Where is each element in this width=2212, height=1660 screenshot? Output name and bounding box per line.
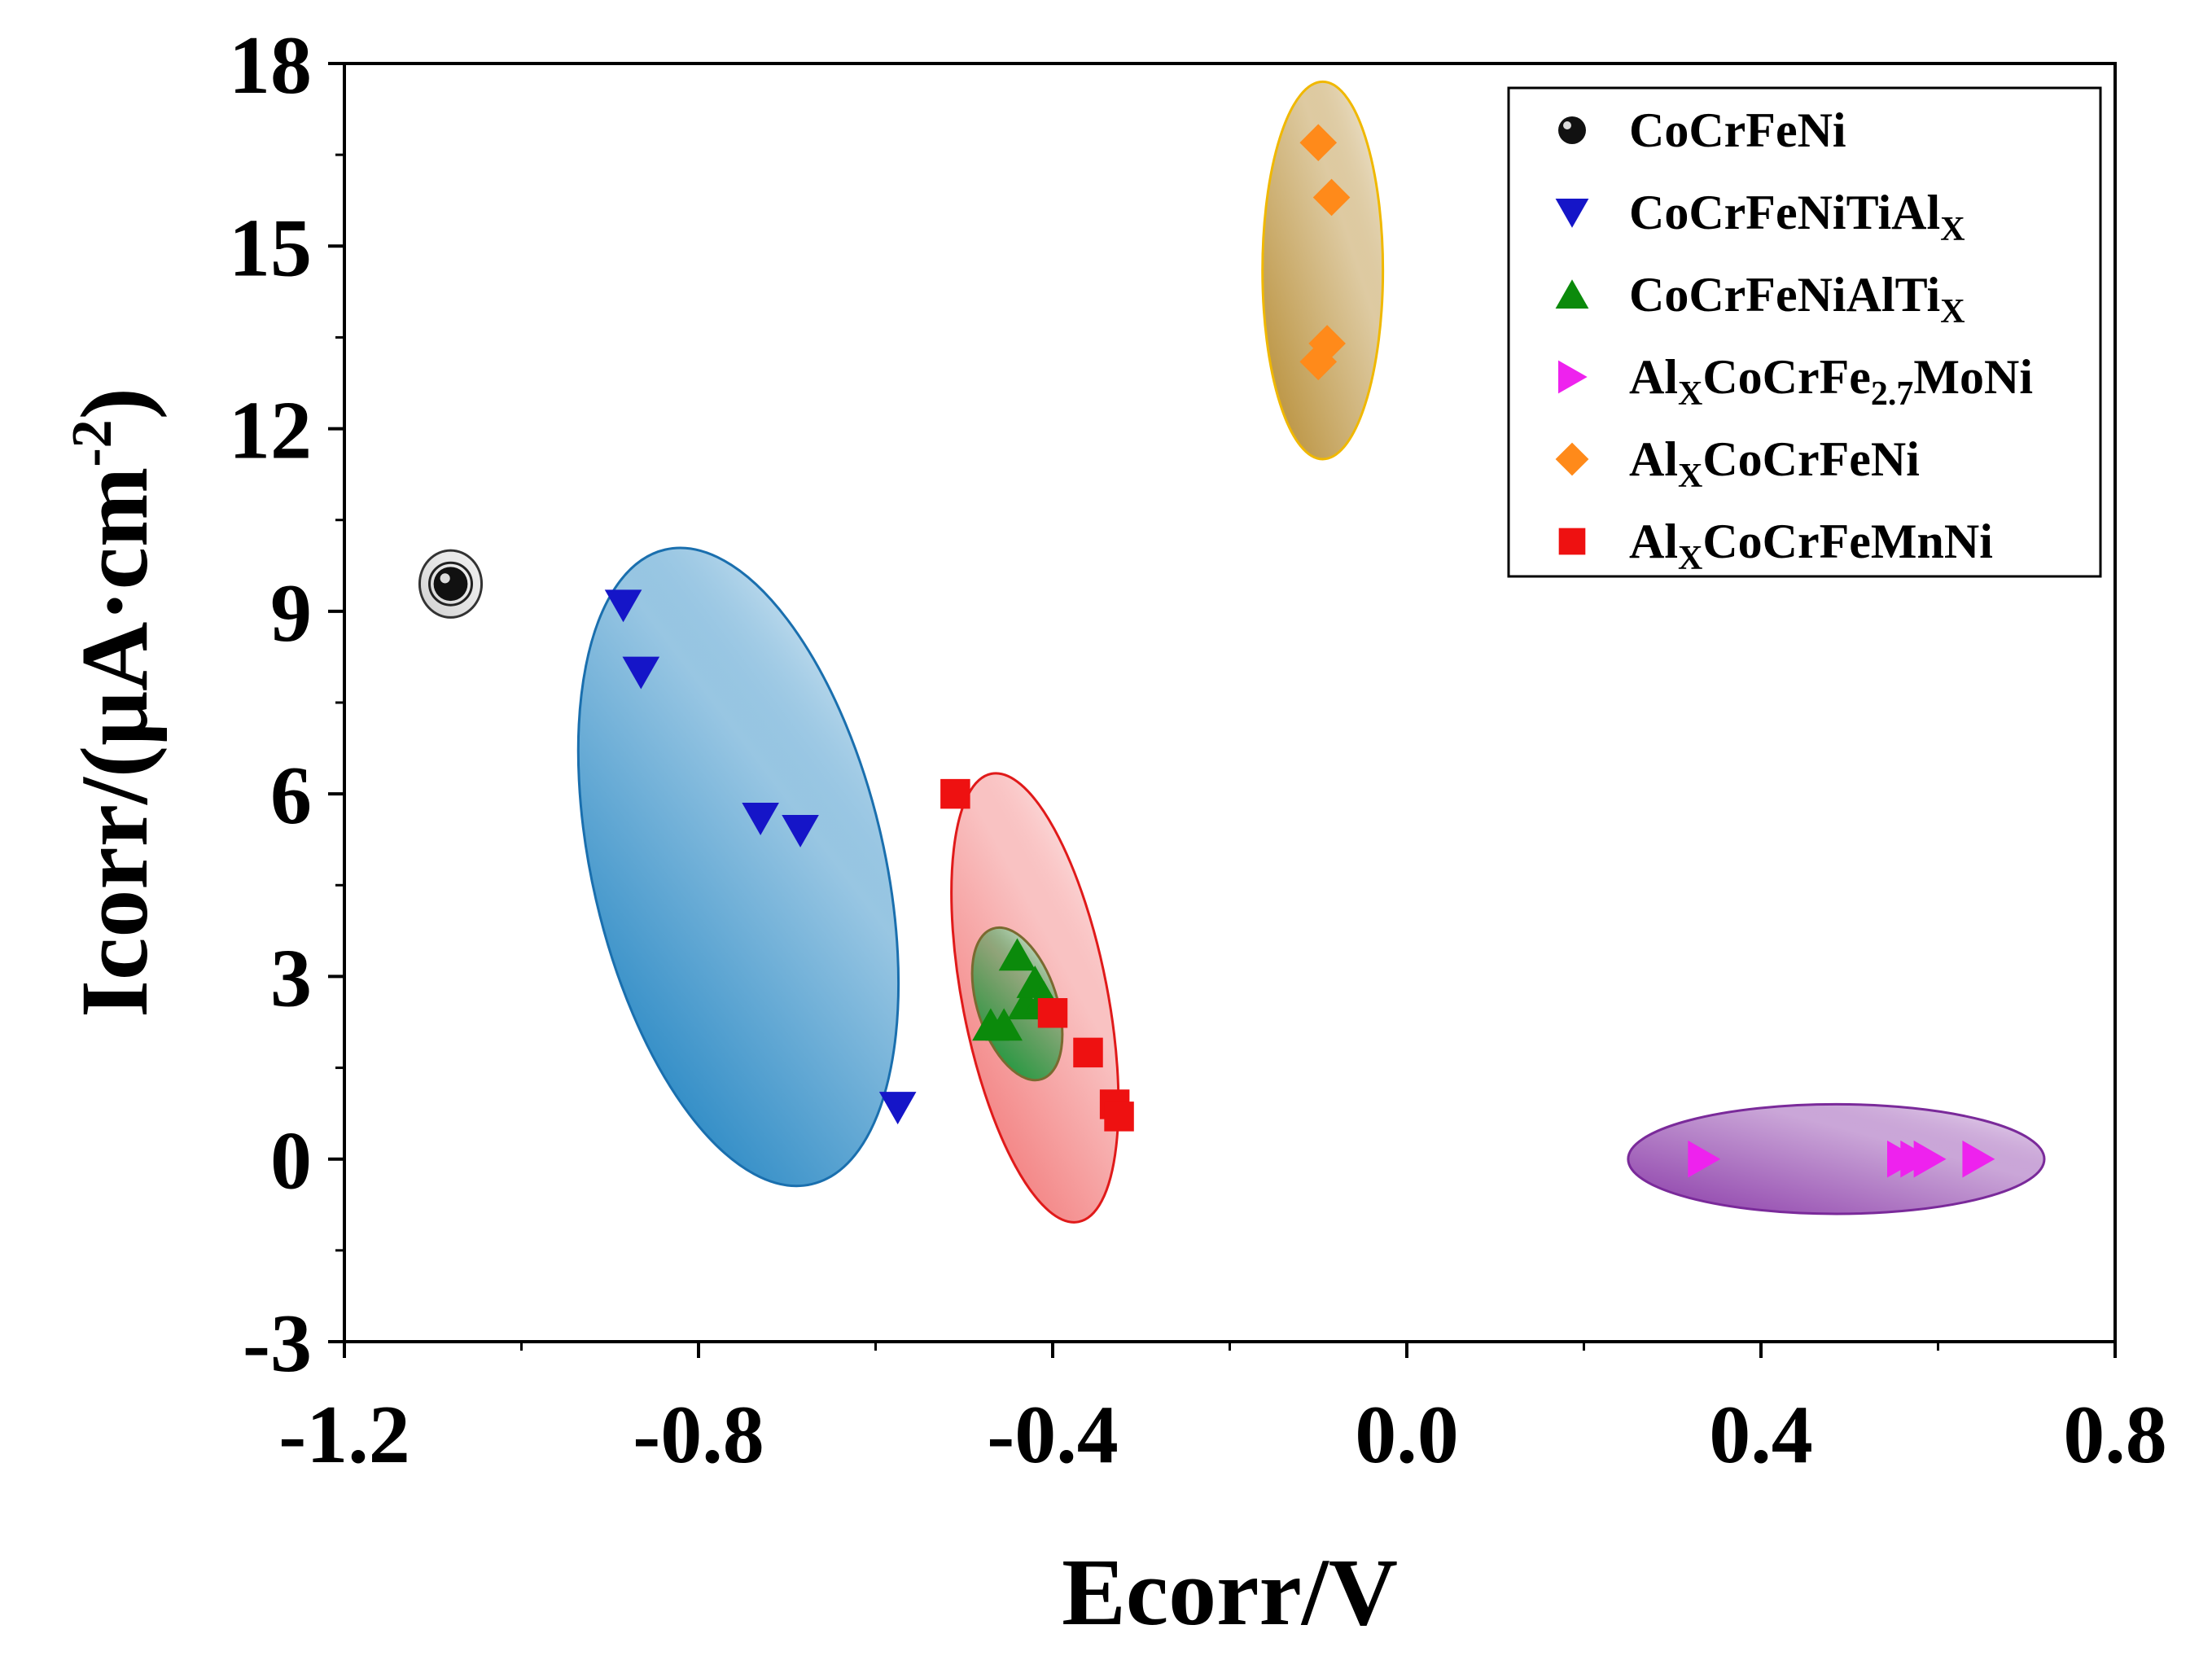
- x-tick-label: 0.0: [1355, 1389, 1459, 1481]
- x-axis-title: Ecorr/V: [1062, 1539, 1398, 1645]
- y-tick-label: 0: [270, 1115, 312, 1207]
- point-series5-0: [940, 778, 970, 809]
- point-series4-1: [1312, 178, 1351, 217]
- y-tick-label: 18: [229, 20, 312, 112]
- data-points: [428, 124, 1995, 1178]
- point-series0-0: [433, 567, 468, 602]
- point-series5-1: [1037, 998, 1068, 1028]
- point-series2-2: [998, 938, 1036, 971]
- cocrfeni-halo: [428, 561, 473, 607]
- legend-label: AlXCoCrFe2.7MoNi: [1629, 350, 2033, 413]
- point-series1-2: [742, 803, 779, 835]
- ellipse-alxcocrfeni: [1261, 80, 1385, 461]
- point-series4-0: [1299, 124, 1338, 161]
- legend-marker: [1555, 199, 1589, 228]
- x-tick-label: 0.4: [1709, 1389, 1813, 1481]
- point-series3-3: [1913, 1140, 1947, 1178]
- y-axis-title: Icorr/(μA·cm-2): [61, 388, 168, 1018]
- point-series4-2: [1308, 325, 1346, 362]
- point-series5-4: [1104, 1102, 1134, 1132]
- point-series3-4: [1962, 1140, 1995, 1178]
- point-series4-3: [1299, 343, 1338, 381]
- legend-marker: [1558, 528, 1586, 555]
- point-series1-1: [622, 656, 660, 690]
- y-tick-label: 3: [270, 932, 312, 1024]
- y-tick-label: 9: [270, 567, 312, 659]
- legend-marker: [1555, 442, 1589, 476]
- legend-marker: [1558, 116, 1586, 144]
- legend-marker: [1555, 279, 1589, 309]
- legend-label: CoCrFeNi: [1629, 103, 1846, 157]
- legend-marker: [1558, 360, 1588, 394]
- legend-box: [1507, 86, 2102, 578]
- legend-label: AlXCoCrFeNi: [1629, 432, 1920, 495]
- point-series3-0: [1688, 1140, 1721, 1178]
- ellipse-cocrfenitialx: [576, 546, 900, 1188]
- x-tick-label: 0.8: [2063, 1389, 2167, 1481]
- y-tick-label: 12: [229, 385, 312, 477]
- x-tick-label: -1.2: [278, 1389, 410, 1481]
- y-tick-label: -3: [243, 1298, 312, 1390]
- legend-label: AlXCoCrFeMnNi: [1629, 515, 1993, 577]
- point-series1-0: [604, 589, 642, 623]
- point-series1-3: [782, 815, 819, 848]
- ellipse-alxcocrfe2-7moni: [1627, 1102, 2046, 1215]
- x-tick-label: -0.8: [633, 1389, 764, 1481]
- y-tick-label: 6: [270, 750, 312, 842]
- y-tick-label: 15: [229, 202, 312, 294]
- axes: -1.2 -0.8 -0.4 0.0 0.4 0.8 -3 0 3 6 9 12 15 18: [229, 20, 2167, 1481]
- point-series5-2: [1073, 1037, 1103, 1068]
- point-series2-1: [985, 1008, 1023, 1041]
- x-tick-label: -0.4: [987, 1389, 1118, 1481]
- legend: CoCrFeNi CoCrFeNiTiAlX CoCrFeNiAlTiX AlXCoC…: [1507, 86, 2102, 578]
- point-series1-4: [878, 1092, 917, 1125]
- legend-label: CoCrFeNiAlTiX: [1629, 268, 1965, 331]
- legend-label: CoCrFeNiTiAlX: [1629, 186, 1965, 248]
